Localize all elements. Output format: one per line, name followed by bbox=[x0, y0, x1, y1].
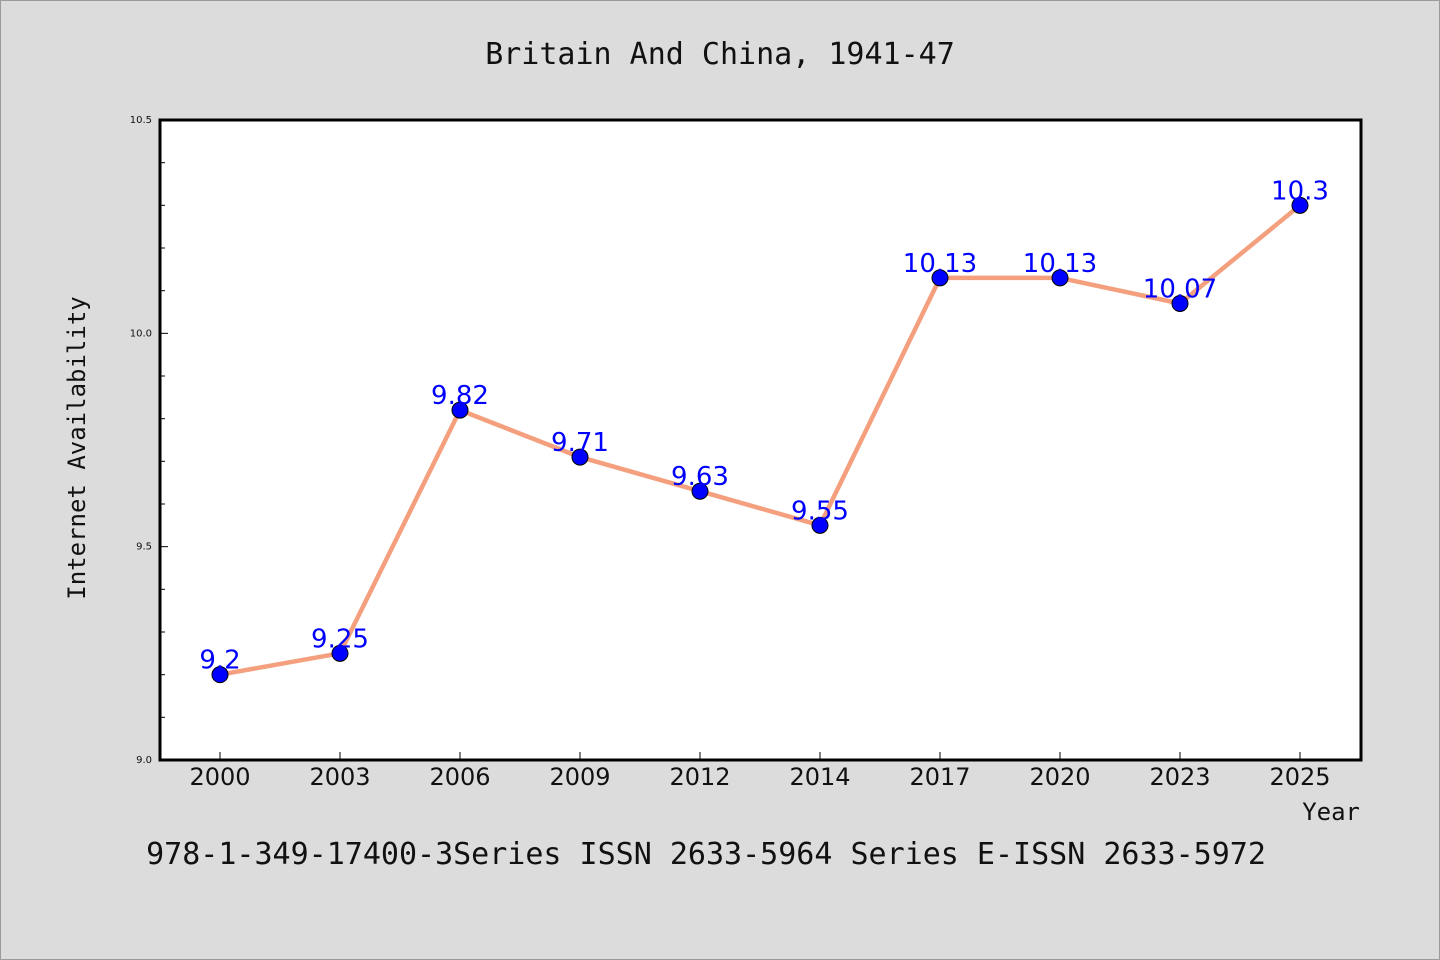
data-label: 10.13 bbox=[903, 249, 977, 279]
y-axis-tick-labels: 9.0 9.5 10.0 10.5 bbox=[130, 115, 152, 766]
x-tick-label: 2000 bbox=[189, 763, 250, 791]
x-tick-label: 2025 bbox=[1269, 763, 1330, 791]
y-tick-label: 9.5 bbox=[136, 542, 152, 553]
data-point bbox=[931, 269, 949, 287]
data-label: 9.71 bbox=[551, 428, 609, 458]
data-point bbox=[211, 666, 229, 684]
x-axis-tick-labels: 2000 2003 2006 2009 2012 2014 2017 2020 2023 2025 bbox=[189, 763, 1330, 791]
series-markers bbox=[211, 196, 1309, 684]
x-tick-label: 2017 bbox=[909, 763, 970, 791]
data-point bbox=[811, 516, 829, 534]
data-point bbox=[451, 401, 469, 419]
x-tick-label: 2009 bbox=[549, 763, 610, 791]
data-label: 9.82 bbox=[431, 381, 489, 411]
data-label: 9.63 bbox=[671, 462, 729, 492]
data-point bbox=[331, 644, 349, 662]
data-point bbox=[571, 448, 589, 466]
data-label: 9.55 bbox=[791, 496, 849, 526]
data-point bbox=[1171, 294, 1189, 312]
footer-isbn-text: 978-1-349-17400-3Series ISSN 2633-5964 S… bbox=[146, 837, 1266, 872]
plot-area bbox=[160, 120, 1361, 760]
x-tick-label: 2023 bbox=[1149, 763, 1210, 791]
x-axis-label: Year bbox=[1302, 798, 1360, 826]
data-point bbox=[691, 482, 709, 500]
y-tick-label: 9.0 bbox=[136, 755, 152, 766]
data-label: 10.13 bbox=[1023, 249, 1097, 279]
y-tick-label: 10.5 bbox=[130, 115, 152, 126]
x-tick-label: 2012 bbox=[669, 763, 730, 791]
data-label: 10.3 bbox=[1271, 176, 1329, 206]
x-tick-label: 2003 bbox=[309, 763, 370, 791]
y-tick-label: 10.0 bbox=[130, 328, 152, 339]
data-labels: 9.2 9.25 9.82 9.71 9.63 9.55 10.13 10.13 10.07 10… bbox=[199, 176, 1329, 675]
y-axis-label: Internet Availability bbox=[63, 296, 91, 599]
series-line bbox=[217, 203, 1303, 677]
data-point bbox=[1291, 196, 1309, 214]
x-tick-label: 2014 bbox=[789, 763, 850, 791]
chart-title: Britain And China, 1941-47 bbox=[485, 37, 955, 72]
x-tick-label: 2020 bbox=[1029, 763, 1090, 791]
data-label: 9.2 bbox=[199, 646, 240, 676]
x-tick-label: 2006 bbox=[429, 763, 490, 791]
data-label: 9.25 bbox=[311, 624, 369, 654]
data-label: 10.07 bbox=[1143, 274, 1217, 304]
plot-frame bbox=[158, 118, 1363, 762]
data-point bbox=[1051, 269, 1069, 287]
